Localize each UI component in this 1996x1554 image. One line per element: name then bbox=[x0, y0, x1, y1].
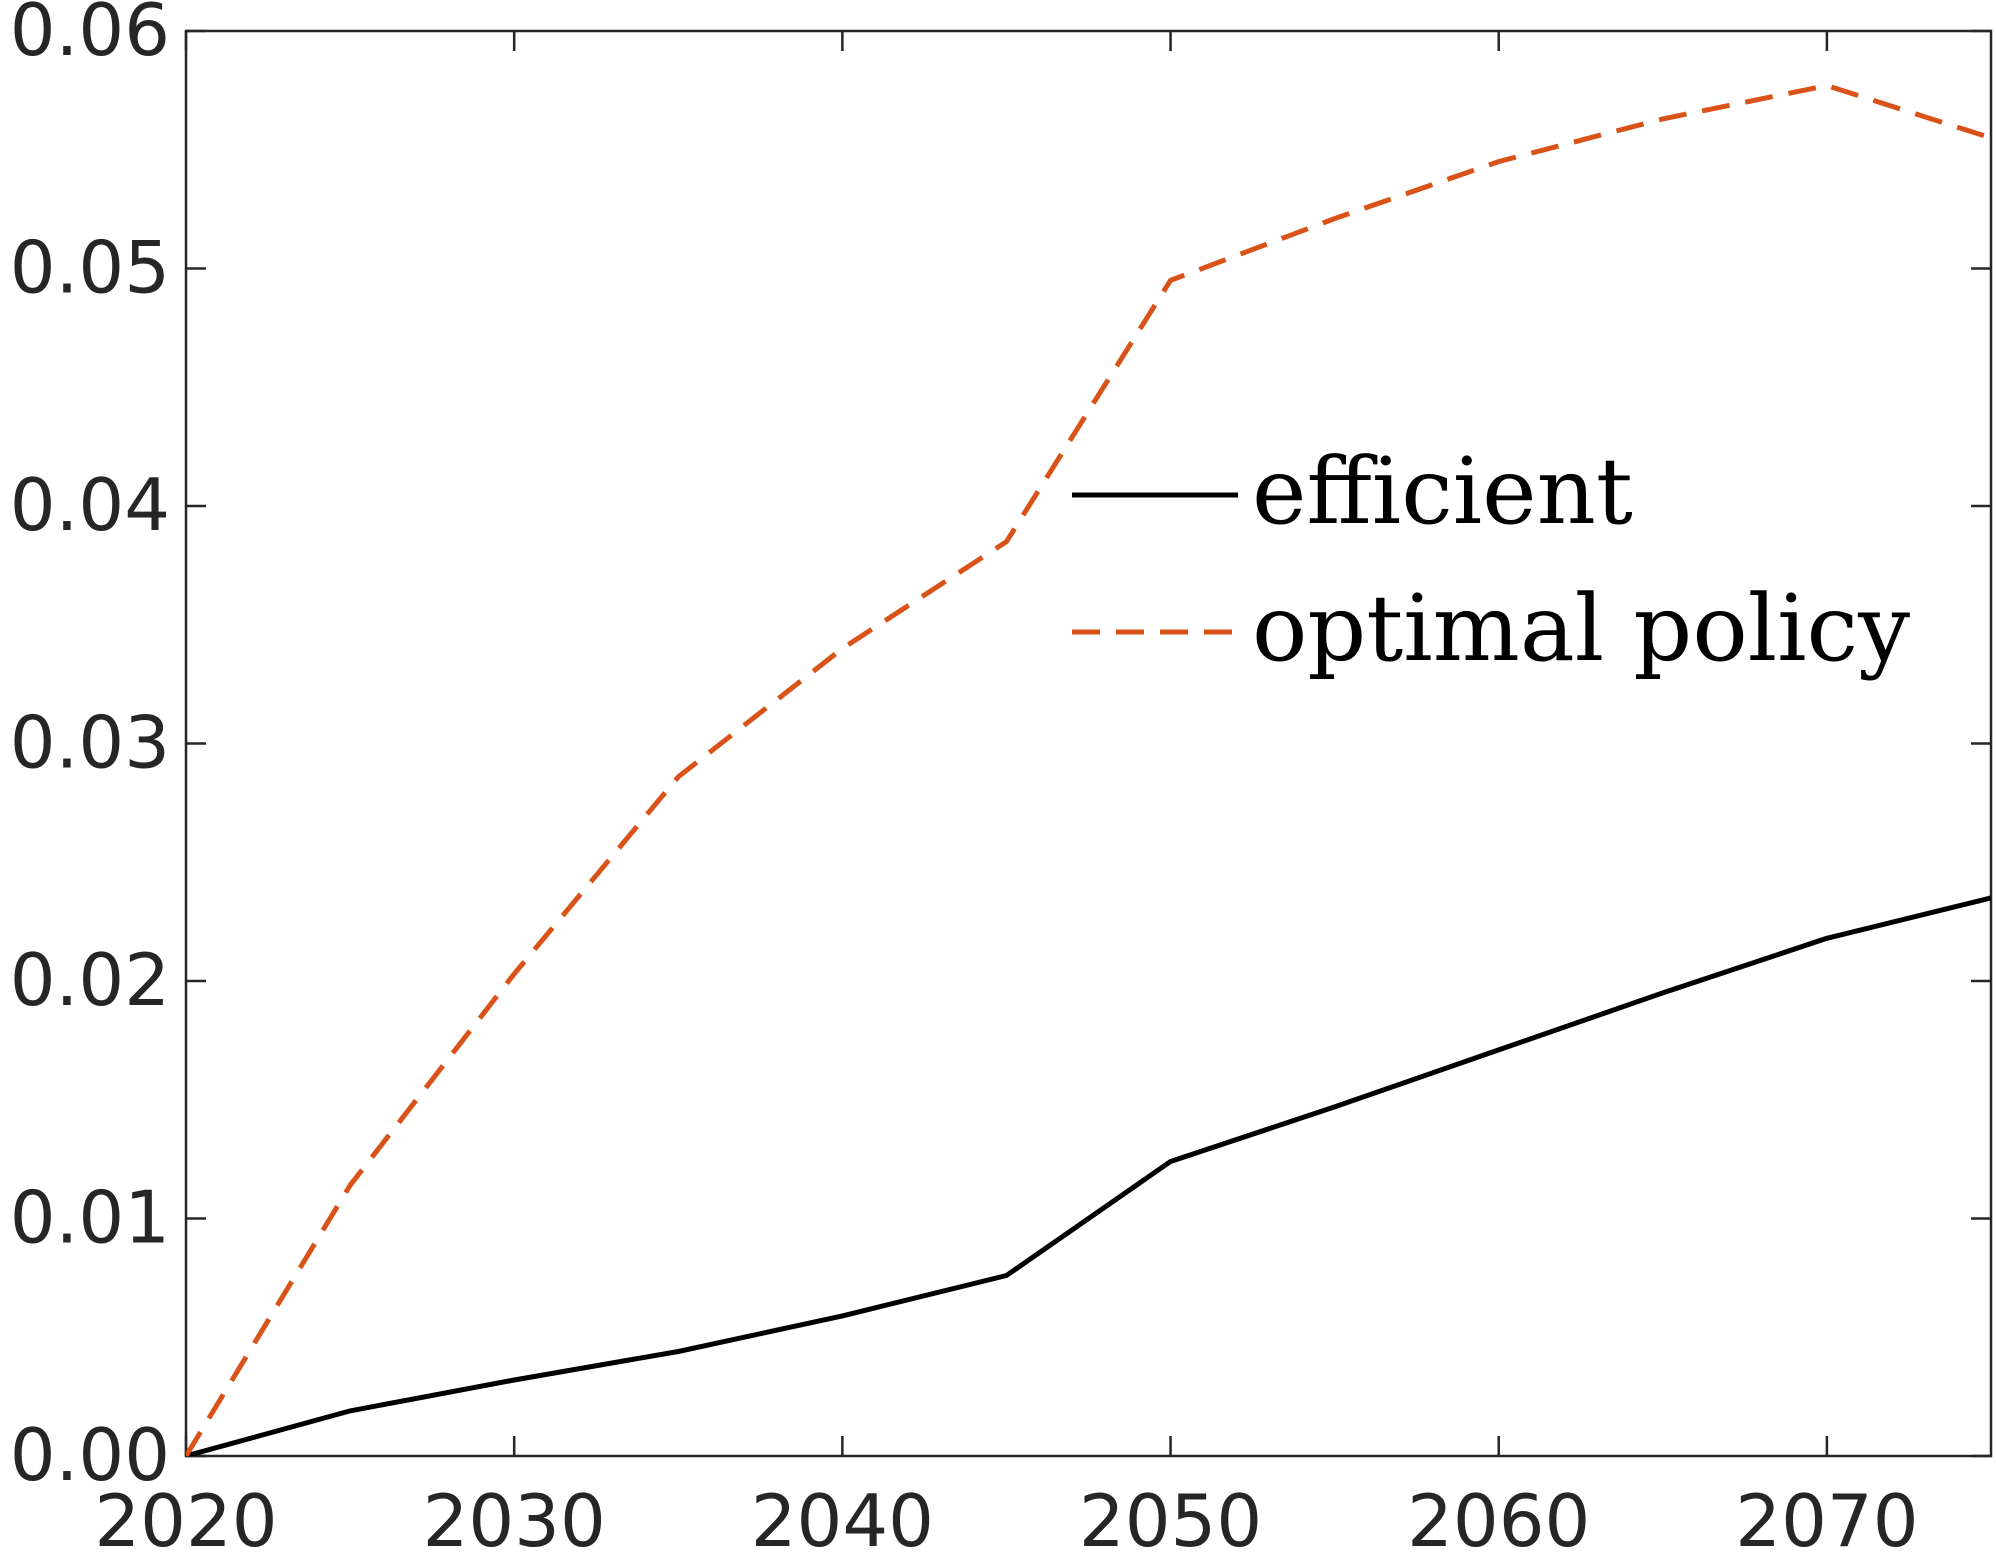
y-tick-label: 0.05 bbox=[10, 226, 170, 310]
series-group bbox=[186, 83, 1991, 1456]
plot-frame bbox=[184, 29, 1993, 1458]
y-tick-label: 0.06 bbox=[10, 0, 170, 72]
axes: 0.00 0.01 0.02 0.03 0.04 0.05 0.06 2020 2030 2040… bbox=[10, 0, 1993, 1554]
x-tick-label: 2040 bbox=[751, 1479, 934, 1554]
x-tick-label: 2020 bbox=[94, 1479, 277, 1554]
legend-label-optimal-policy: optimal policy bbox=[1252, 575, 1910, 682]
y-tick-label: 0.00 bbox=[10, 1413, 170, 1497]
y-tick-label: 0.01 bbox=[10, 1176, 170, 1260]
y-tick-label: 0.03 bbox=[10, 701, 170, 785]
x-tick-label: 2070 bbox=[1735, 1479, 1918, 1554]
y-tick-label: 0.04 bbox=[10, 463, 170, 547]
series-line-optimal-policy bbox=[186, 83, 1991, 1456]
x-tick-label: 2050 bbox=[1079, 1479, 1262, 1554]
series-line-efficient bbox=[186, 895, 1991, 1456]
x-tick-label: 2030 bbox=[423, 1479, 606, 1554]
legend-label-efficient: efficient bbox=[1252, 438, 1633, 545]
y-tick-label: 0.02 bbox=[10, 938, 170, 1022]
x-tick-label: 2060 bbox=[1407, 1479, 1590, 1554]
legend: efficient optimal policy bbox=[1072, 438, 1910, 682]
